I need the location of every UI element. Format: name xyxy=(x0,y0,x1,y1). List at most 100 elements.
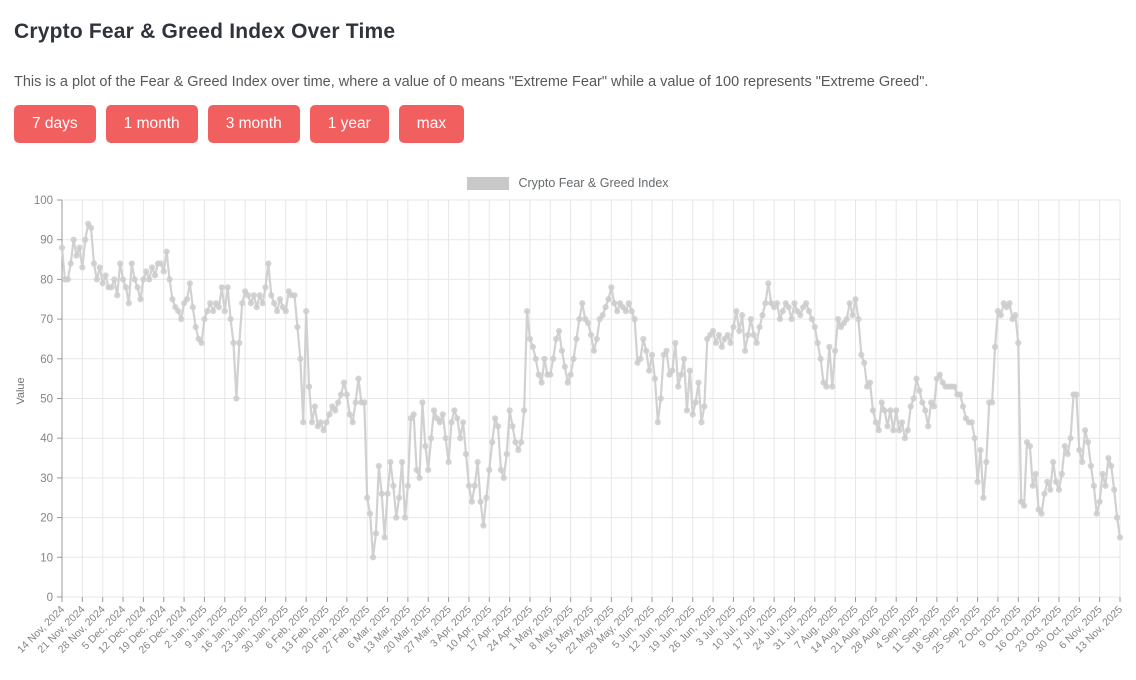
data-point-marker xyxy=(884,423,891,430)
data-point-marker xyxy=(736,327,743,335)
data-point-marker xyxy=(564,379,571,386)
data-point-marker xyxy=(291,292,298,299)
data-point-marker xyxy=(521,407,528,414)
data-point-marker xyxy=(477,498,484,505)
data-point-marker xyxy=(114,292,121,299)
data-point-marker xyxy=(146,276,153,283)
data-point-marker xyxy=(1055,486,1063,493)
range-button-1-month[interactable]: 1 month xyxy=(105,105,198,143)
data-point-marker xyxy=(439,411,446,418)
data-point-marker xyxy=(1044,478,1051,485)
data-point-marker xyxy=(367,510,374,517)
data-point-marker xyxy=(890,427,897,434)
data-point-marker xyxy=(1032,470,1039,478)
data-point-marker xyxy=(1111,486,1118,493)
data-point-marker xyxy=(303,308,310,315)
data-point-marker xyxy=(361,399,368,406)
data-point-marker xyxy=(207,300,214,307)
data-point-marker xyxy=(654,419,661,426)
y-tick-label: 60 xyxy=(40,354,53,366)
data-point-marker xyxy=(1116,534,1124,541)
data-point-marker xyxy=(393,514,400,521)
data-point-marker xyxy=(628,308,635,315)
data-point-marker xyxy=(680,355,688,362)
data-point-marker xyxy=(1090,482,1097,489)
range-button-3-month[interactable]: 3 month xyxy=(207,105,300,143)
data-point-marker xyxy=(823,383,830,390)
range-button-7-days[interactable]: 7 days xyxy=(14,105,96,143)
data-point-marker xyxy=(709,327,717,335)
data-point-marker xyxy=(579,300,586,307)
data-point-marker xyxy=(526,335,534,343)
data-point-marker xyxy=(506,407,513,414)
data-point-marker xyxy=(759,312,766,319)
data-point-marker xyxy=(692,399,699,406)
data-point-marker xyxy=(1047,486,1054,493)
data-point-marker xyxy=(169,296,176,303)
data-point-marker xyxy=(712,339,720,347)
data-point-marker xyxy=(99,280,106,287)
data-point-marker xyxy=(282,308,289,315)
data-point-marker xyxy=(460,419,467,426)
data-point-marker xyxy=(997,312,1004,319)
data-point-marker xyxy=(163,248,170,255)
data-point-marker xyxy=(125,300,132,307)
data-point-marker xyxy=(553,335,560,343)
data-point-marker xyxy=(558,347,566,354)
data-point-marker xyxy=(265,260,272,267)
data-point-marker xyxy=(236,339,243,347)
data-point-marker xyxy=(727,339,734,347)
data-point-marker xyxy=(1099,470,1106,478)
data-point-marker xyxy=(555,327,563,335)
data-point-marker xyxy=(689,411,696,418)
data-point-marker xyxy=(90,260,98,267)
data-point-marker xyxy=(567,371,574,378)
data-point-marker xyxy=(70,236,77,243)
data-point-marker xyxy=(442,435,449,442)
data-point-marker xyxy=(669,367,676,374)
range-button-1-year[interactable]: 1 year xyxy=(309,105,389,143)
data-point-marker xyxy=(300,419,307,426)
data-point-marker xyxy=(747,316,754,323)
data-point-marker xyxy=(384,490,391,497)
data-point-marker xyxy=(904,427,911,434)
data-point-marker xyxy=(907,403,914,410)
data-point-marker xyxy=(936,371,943,378)
data-point-marker xyxy=(858,351,865,358)
data-point-marker xyxy=(849,312,856,319)
data-point-marker xyxy=(131,276,138,283)
y-tick-label: 90 xyxy=(40,235,53,247)
y-tick-label: 50 xyxy=(40,394,53,406)
data-point-marker xyxy=(678,371,685,378)
data-point-marker xyxy=(183,296,191,303)
data-point-marker xyxy=(483,494,490,501)
data-point-marker xyxy=(1096,498,1103,505)
data-point-marker xyxy=(811,323,818,331)
data-point-marker xyxy=(297,355,304,362)
range-button-max[interactable]: max xyxy=(398,105,465,143)
data-point-marker xyxy=(866,379,874,386)
data-point-marker xyxy=(305,383,313,390)
data-point-marker xyxy=(739,312,746,319)
data-point-marker xyxy=(410,411,417,418)
data-point-marker xyxy=(686,367,693,374)
data-point-marker xyxy=(829,383,836,390)
page-title: Crypto Fear & Greed Index Over Time xyxy=(14,20,396,44)
data-point-marker xyxy=(166,276,173,283)
data-point-marker xyxy=(797,312,804,319)
data-point-marker xyxy=(756,323,763,331)
data-point-marker xyxy=(381,534,388,541)
data-point-marker xyxy=(512,439,519,446)
data-point-marker xyxy=(422,443,429,450)
data-point-marker xyxy=(227,316,234,323)
data-point-marker xyxy=(468,498,475,505)
data-point-marker xyxy=(390,482,397,489)
data-point-marker xyxy=(323,419,330,426)
data-point-marker xyxy=(968,419,975,426)
data-point-marker xyxy=(535,371,542,378)
data-point-marker xyxy=(143,268,150,275)
data-point-marker xyxy=(869,407,877,414)
data-point-marker xyxy=(643,347,650,354)
data-point-marker xyxy=(1108,462,1115,470)
